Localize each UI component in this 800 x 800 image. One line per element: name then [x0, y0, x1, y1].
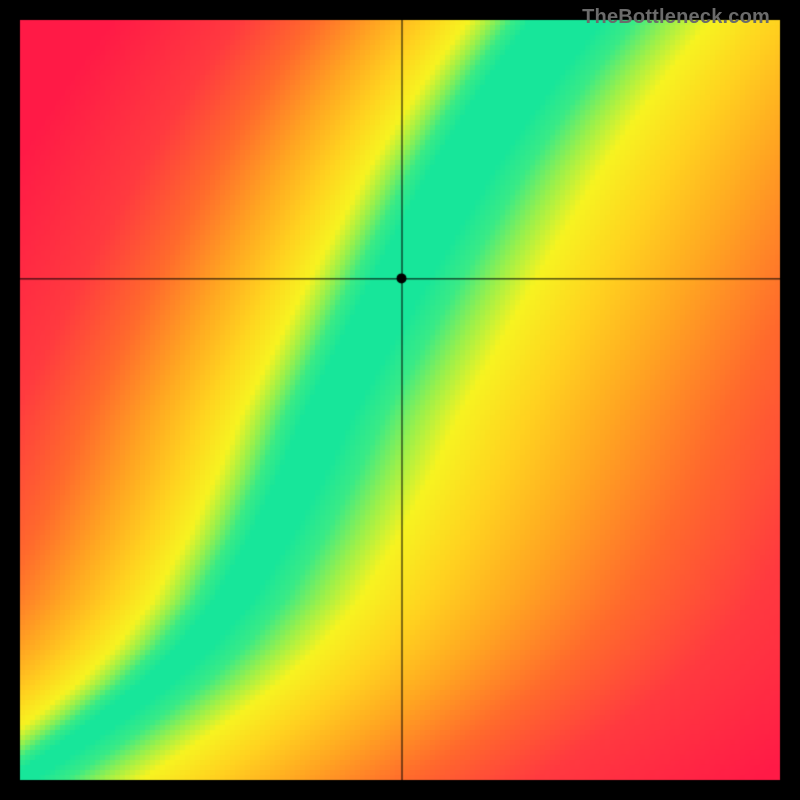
- chart-container: TheBottleneck.com: [0, 0, 800, 800]
- watermark-text: TheBottleneck.com: [582, 6, 770, 29]
- bottleneck-heatmap: [0, 0, 800, 800]
